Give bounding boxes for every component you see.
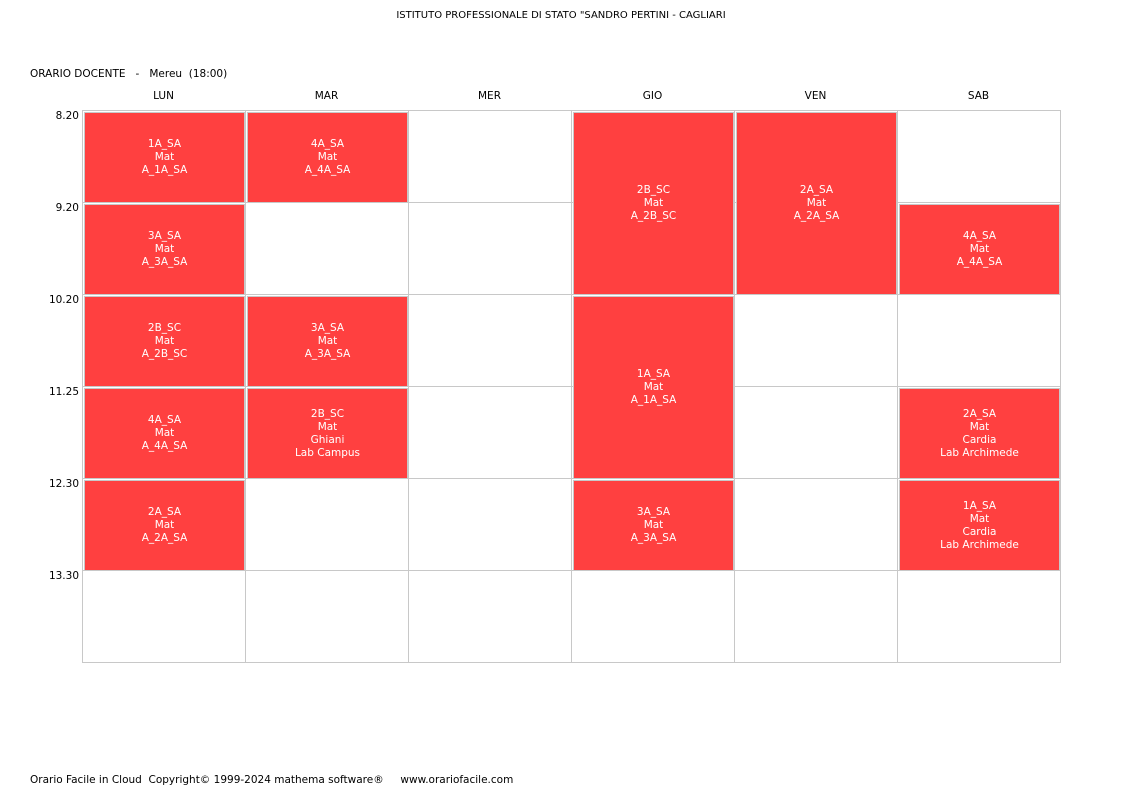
- lesson-block[interactable]: 4A_SA Mat A_4A_SA: [247, 112, 408, 203]
- lesson-line: A_4A_SA: [304, 164, 351, 176]
- lesson-line: 3A_SA: [310, 322, 345, 334]
- grid-cell: [735, 479, 898, 571]
- lesson-block[interactable]: 1A_SA Mat A_1A_SA: [84, 112, 245, 203]
- lesson-line: Mat: [643, 519, 664, 531]
- grid-cell: [409, 479, 572, 571]
- lesson-line: A_1A_SA: [141, 164, 188, 176]
- lesson-line: Cardia: [962, 433, 997, 446]
- timetable-grid: 1A_SA Mat A_1A_SA 3A_SA Mat A_3A_SA 2B_SC Mat A_…: [82, 110, 1061, 663]
- lesson-line: Mat: [317, 335, 338, 347]
- time-label: 11.25: [48, 386, 79, 398]
- lesson-line: A_4A_SA: [956, 256, 1003, 268]
- lesson-line: 2B_SC: [147, 322, 182, 334]
- lesson-block[interactable]: 3A_SA Mat A_3A_SA: [84, 204, 245, 295]
- lesson-block[interactable]: 3A_SA Mat A_3A_SA: [573, 480, 734, 571]
- lesson-line: A_3A_SA: [141, 256, 188, 268]
- grid-cell: [572, 571, 735, 663]
- lesson-line: A_2A_SA: [141, 532, 188, 544]
- time-label: 8.20: [55, 110, 79, 122]
- lesson-line: 1A_SA: [147, 138, 182, 150]
- lesson-block[interactable]: 2A_SA Mat Cardia Lab Archimede: [899, 388, 1060, 479]
- lesson-block[interactable]: 4A_SA Mat A_4A_SA: [84, 388, 245, 479]
- lesson-line: Mat: [317, 420, 338, 433]
- lesson-line: 2B_SC: [310, 407, 345, 420]
- lesson-block[interactable]: 3A_SA Mat A_3A_SA: [247, 296, 408, 387]
- timetable-subtitle: ORARIO DOCENTE - Mereu (18:00): [30, 68, 228, 80]
- lesson-line: Lab Archimede: [940, 446, 1019, 459]
- lesson-line: 4A_SA: [310, 138, 345, 150]
- lesson-line: Mat: [154, 427, 175, 439]
- lesson-line: A_2B_SC: [630, 210, 677, 222]
- lesson-line: A_2B_SC: [141, 348, 188, 360]
- grid-cell: [409, 203, 572, 295]
- lesson-line: 1A_SA: [962, 499, 997, 512]
- lesson-line: Mat: [154, 335, 175, 347]
- lesson-line: 2A_SA: [799, 184, 834, 196]
- day-header-lun: LUN: [153, 90, 174, 102]
- school-title: ISTITUTO PROFESSIONALE DI STATO "SANDRO …: [396, 10, 726, 21]
- lesson-block[interactable]: 1A_SA Mat Cardia Lab Archimede: [899, 480, 1060, 571]
- lesson-line: 2A_SA: [147, 506, 182, 518]
- day-header-sab: SAB: [967, 90, 990, 102]
- lesson-block[interactable]: 2A_SA Mat A_2A_SA: [736, 112, 897, 295]
- lesson-line: 2B_SC: [636, 184, 671, 196]
- lesson-block[interactable]: 2B_SC Mat A_2B_SC: [84, 296, 245, 387]
- lesson-block[interactable]: 2B_SC Mat Ghiani Lab Campus: [247, 388, 408, 479]
- lesson-block[interactable]: 2A_SA Mat A_2A_SA: [84, 480, 245, 571]
- lesson-line: Mat: [969, 512, 990, 525]
- footer-copyright: Orario Facile in Cloud Copyright© 1999-2…: [30, 774, 514, 786]
- lesson-line: Mat: [154, 519, 175, 531]
- lesson-line: 4A_SA: [147, 414, 182, 426]
- lesson-line: Mat: [806, 197, 827, 209]
- lesson-line: 2A_SA: [962, 407, 997, 420]
- grid-cell: [898, 571, 1061, 663]
- lesson-line: Ghiani: [310, 433, 345, 446]
- lesson-line: A_4A_SA: [141, 440, 188, 452]
- day-header-mar: MAR: [314, 90, 339, 102]
- lesson-block[interactable]: 4A_SA Mat A_4A_SA: [899, 204, 1060, 295]
- lesson-line: A_3A_SA: [304, 348, 351, 360]
- time-label: 12.30: [48, 478, 79, 490]
- lesson-line: Lab Archimede: [940, 538, 1019, 551]
- lesson-line: 4A_SA: [962, 230, 997, 242]
- grid-cell: [735, 571, 898, 663]
- lesson-line: 3A_SA: [147, 230, 182, 242]
- grid-cell: [409, 295, 572, 387]
- time-label: 9.20: [55, 202, 79, 214]
- grid-cell: [898, 111, 1061, 203]
- lesson-line: Lab Campus: [294, 446, 361, 459]
- lesson-line: Mat: [643, 381, 664, 393]
- lesson-line: Mat: [643, 197, 664, 209]
- grid-cell: [735, 295, 898, 387]
- grid-cell: [409, 111, 572, 203]
- grid-cell: [246, 203, 409, 295]
- lesson-block[interactable]: 1A_SA Mat A_1A_SA: [573, 296, 734, 479]
- lesson-line: A_3A_SA: [630, 532, 677, 544]
- lesson-line: Cardia: [962, 525, 997, 538]
- time-label: 13.30: [48, 570, 79, 582]
- lesson-line: 3A_SA: [636, 506, 671, 518]
- lesson-line: A_2A_SA: [793, 210, 840, 222]
- lesson-block[interactable]: 2B_SC Mat A_2B_SC: [573, 112, 734, 295]
- lesson-line: Mat: [317, 151, 338, 163]
- grid-cell: [898, 295, 1061, 387]
- grid-cell: [246, 479, 409, 571]
- day-header-ven: VEN: [804, 90, 827, 102]
- lesson-line: A_1A_SA: [630, 394, 677, 406]
- lesson-line: Mat: [154, 243, 175, 255]
- grid-cell: [409, 571, 572, 663]
- day-header-gio: GIO: [642, 90, 663, 102]
- time-label: 10.20: [48, 294, 79, 306]
- grid-cell: [246, 571, 409, 663]
- lesson-line: 1A_SA: [636, 368, 671, 380]
- day-header-mer: MER: [478, 90, 501, 102]
- grid-cell: [409, 387, 572, 479]
- lesson-line: Mat: [969, 420, 990, 433]
- grid-cell: [83, 571, 246, 663]
- lesson-line: Mat: [969, 243, 990, 255]
- grid-cell: [735, 387, 898, 479]
- lesson-line: Mat: [154, 151, 175, 163]
